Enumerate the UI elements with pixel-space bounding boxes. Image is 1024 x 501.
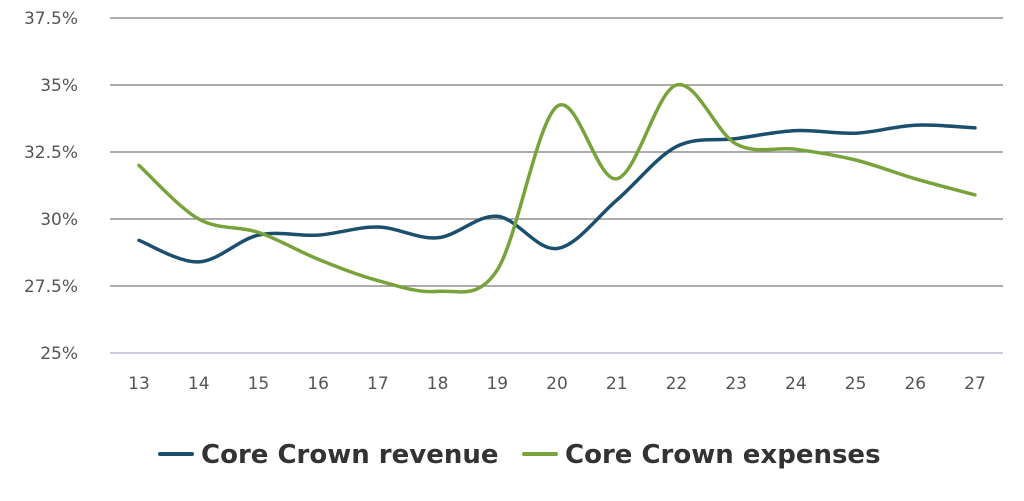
y-tick-label: 32.5% (24, 143, 78, 163)
y-axis-ticks: 25% 27.5% 30% 32.5% 35% 37.5% (24, 9, 78, 364)
y-tick-label: 25% (40, 344, 78, 364)
y-tick-label: 30% (40, 210, 78, 230)
x-tick-label: 23 (725, 374, 747, 394)
x-tick-label: 24 (785, 374, 807, 394)
x-tick-label: 16 (307, 374, 329, 394)
series-line-expenses (137, 83, 977, 294)
series-lines (137, 83, 977, 294)
y-tick-label: 27.5% (24, 277, 78, 297)
legend: Core Crown revenue Core Crown expenses (158, 440, 881, 470)
x-tick-label: 27 (964, 374, 986, 394)
x-tick-label: 13 (128, 374, 150, 394)
x-axis-ticks: 13 14 15 16 17 18 19 20 21 22 23 24 25 26 27 (128, 374, 986, 394)
legend-label-revenue: Core Crown revenue (201, 440, 499, 470)
x-tick-label: 21 (606, 374, 628, 394)
x-tick-label: 25 (845, 374, 867, 394)
y-tick-label: 35% (40, 76, 78, 96)
gridlines (110, 17, 1003, 354)
y-tick-label: 37.5% (24, 9, 78, 29)
series-line-revenue (137, 123, 977, 264)
x-tick-label: 20 (546, 374, 568, 394)
x-tick-label: 14 (188, 374, 210, 394)
x-tick-label: 26 (904, 374, 926, 394)
legend-label-expenses: Core Crown expenses (565, 440, 881, 470)
x-tick-label: 19 (486, 374, 508, 394)
x-tick-label: 18 (427, 374, 449, 394)
x-tick-label: 22 (666, 374, 688, 394)
x-tick-label: 15 (248, 374, 270, 394)
x-tick-label: 17 (367, 374, 389, 394)
